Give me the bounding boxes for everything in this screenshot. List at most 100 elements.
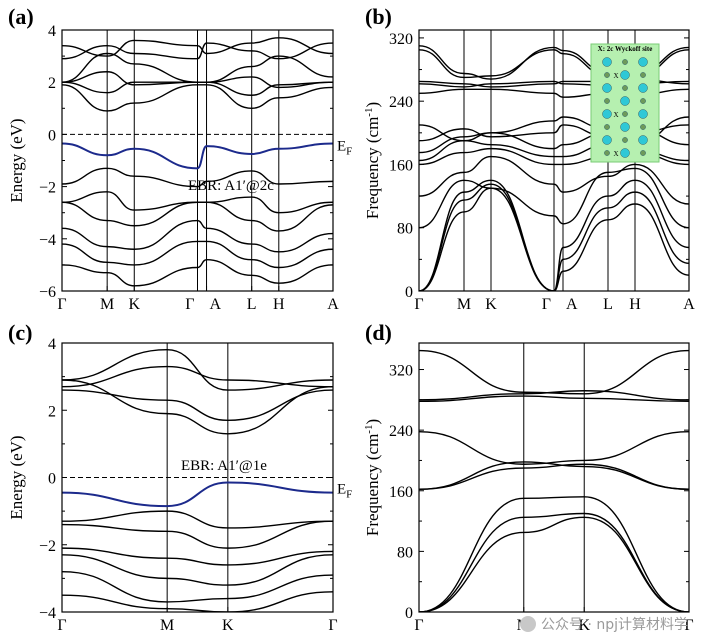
atom-site-label: X: [613, 111, 618, 119]
y-axis-label: Frequency (cm-1): [363, 102, 382, 219]
atom-icon: [640, 98, 646, 104]
y-tick-label: 0: [48, 471, 56, 488]
band-line: [419, 461, 689, 490]
y-tick-label: 4: [48, 23, 56, 40]
band-line: [419, 496, 689, 612]
x-tick-label: M: [160, 617, 174, 634]
y-tick-label: 320: [389, 31, 413, 48]
atom-icon: [638, 109, 648, 119]
band-line: [62, 349, 333, 391]
y-tick-label: 320: [389, 363, 413, 380]
atom-site-label: X: [613, 72, 618, 80]
x-tick-label: Γ: [185, 296, 194, 313]
y-tick-label: 80: [397, 221, 413, 238]
atom-icon: [638, 57, 648, 67]
watermark: 公众号 · npj计算材料学: [520, 614, 688, 634]
band-line: [419, 167, 689, 229]
y-tick-label: −4: [39, 232, 56, 249]
band-line: [62, 167, 333, 188]
x-tick-label: H: [629, 296, 641, 313]
y-tick-label: −6: [39, 284, 56, 301]
atom-icon: [622, 111, 628, 117]
x-tick-label: Γ: [414, 296, 423, 313]
bands-group: [62, 349, 333, 612]
atom-site-label: X: [613, 150, 618, 158]
fermi-level-label: EF: [337, 138, 352, 157]
band-line: [62, 510, 333, 529]
y-axis-label: Energy (eV): [7, 435, 26, 519]
y-tick-label: −2: [39, 180, 56, 197]
band-line: [419, 463, 689, 490]
y-tick-label: −2: [39, 538, 56, 555]
atom-icon: [622, 137, 628, 143]
band-line: [62, 258, 333, 287]
atom-icon: [604, 150, 610, 156]
atom-icon: [638, 135, 648, 145]
inset-label: X: 2c Wyckoff site: [598, 45, 653, 53]
y-tick-label: 80: [397, 544, 413, 561]
x-tick-label: M: [457, 296, 471, 313]
plot-frame: [418, 342, 690, 613]
band-line: [62, 554, 333, 586]
x-tick-label: Γ: [328, 617, 337, 634]
band-line: [419, 155, 689, 205]
crystal-structure-inset: X: 2c Wyckoff site X X X: [590, 43, 660, 163]
y-tick-label: 0: [405, 605, 413, 622]
x-tick-label: A: [210, 296, 222, 313]
atom-icon: [620, 122, 630, 132]
highlight-band-line: [62, 481, 333, 508]
panel-label: (d): [365, 320, 392, 345]
x-tick-label: K: [222, 617, 234, 634]
atom-icon: [640, 150, 646, 156]
y-tick-label: 0: [48, 127, 56, 144]
panel-label: (b): [365, 4, 392, 29]
y-axis-label: Frequency (cm-1): [363, 419, 382, 536]
band-line: [62, 201, 333, 232]
panel-label: (c): [8, 320, 32, 345]
chart-panel-4: 080160240320ΓMKΓFrequency (cm-1)(d): [363, 320, 694, 634]
atom-icon: [602, 109, 612, 119]
band-line: [62, 547, 333, 566]
watermark-text: 公众号 · npj计算材料学: [541, 617, 688, 633]
x-tick-label: Γ: [684, 617, 693, 634]
band-line: [62, 84, 333, 112]
atom-icon: [604, 98, 610, 104]
atom-icon: [622, 85, 628, 91]
y-tick-label: 240: [389, 94, 413, 111]
atom-icon: [640, 72, 646, 78]
ebr-annotation: EBR: A1′@2c: [188, 178, 274, 194]
band-line: [62, 591, 333, 612]
bands-group: [419, 349, 689, 612]
atom-icon: [638, 83, 648, 93]
atom-icon: [622, 59, 628, 65]
chart-panel-3: EF EBR: A1′@1e −4 −2 0 2 4 Γ M K Γ Energy (eV) (c): [7, 320, 352, 634]
band-line: [419, 390, 689, 401]
y-axis-label: Energy (eV): [7, 118, 26, 202]
x-tick-label: A: [566, 296, 578, 313]
band-line: [62, 389, 333, 422]
band-line: [419, 349, 689, 395]
x-tick-label: K: [578, 617, 590, 634]
band-line: [62, 42, 333, 60]
x-tick-label: H: [273, 296, 285, 313]
band-line: [419, 516, 689, 612]
band-line: [62, 240, 333, 269]
band-line: [419, 395, 689, 403]
y-tick-label: 2: [48, 403, 56, 420]
panel-label: (a): [8, 4, 34, 29]
atom-icon: [602, 57, 612, 67]
atom-icon: [620, 96, 630, 106]
bands-group: [62, 37, 333, 287]
fermi-level-label: EF: [337, 482, 352, 501]
band-line: [62, 379, 333, 435]
y-tick-label: 240: [389, 423, 413, 440]
band-line: [62, 570, 333, 603]
x-tick-label: L: [247, 296, 257, 313]
atom-icon: [604, 124, 610, 130]
band-line: [419, 430, 689, 465]
y-tick-label: 2: [48, 75, 56, 92]
x-tick-label: Γ: [414, 617, 423, 634]
